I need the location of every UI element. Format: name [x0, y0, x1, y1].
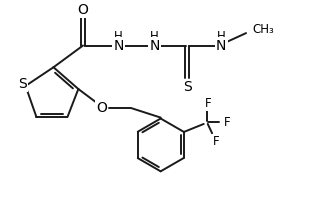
Text: F: F [205, 97, 212, 110]
Text: O: O [78, 3, 88, 17]
Text: O: O [96, 101, 107, 115]
Text: H: H [115, 30, 123, 43]
Text: CH₃: CH₃ [252, 23, 274, 36]
Text: H: H [150, 30, 159, 43]
Text: N: N [216, 38, 227, 53]
Text: F: F [224, 116, 230, 129]
Text: N: N [114, 38, 124, 53]
Text: H: H [217, 30, 226, 43]
Text: S: S [183, 80, 192, 94]
Text: S: S [18, 77, 27, 91]
Text: N: N [149, 38, 160, 53]
Text: F: F [213, 135, 219, 148]
